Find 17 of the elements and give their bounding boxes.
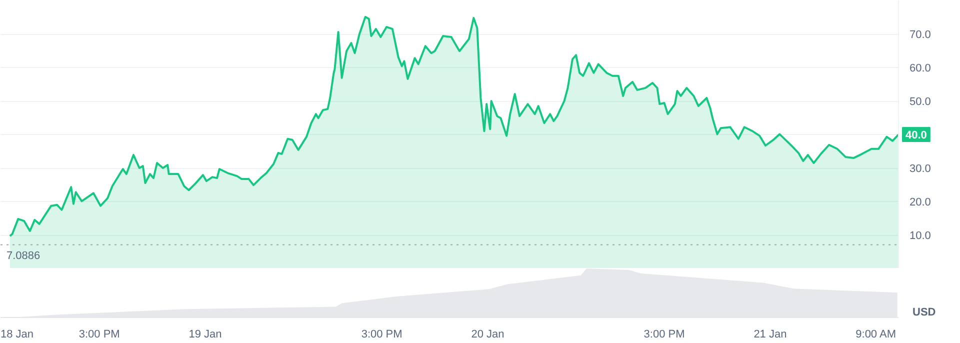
ref-line-label: 7.0886	[6, 250, 40, 262]
x-tick-label: 3:00 PM	[644, 328, 685, 340]
x-tick-label: 3:00 PM	[78, 328, 120, 340]
x-tick-label: 19 Jan	[188, 328, 222, 340]
x-tick-label: 3:00 PM	[361, 328, 402, 340]
x-tick-label: 20 Jan	[471, 328, 504, 340]
x-tick-label: 21 Jan	[754, 328, 787, 340]
y-tick-label: 10.0	[910, 230, 931, 242]
text: USD	[912, 306, 936, 318]
y-tick-label: 30.0	[910, 163, 931, 175]
x-tick-label: 18 Jan	[0, 328, 34, 340]
y-tick-label: 70.0	[910, 29, 931, 41]
y-tick-label: 60.0	[910, 62, 931, 74]
y-tick-label: 50.0	[910, 96, 931, 108]
annotation: 40.0	[906, 130, 927, 142]
y-tick-label: 20.0	[910, 196, 931, 208]
x-tick-label: 9:00 AM	[856, 328, 896, 340]
